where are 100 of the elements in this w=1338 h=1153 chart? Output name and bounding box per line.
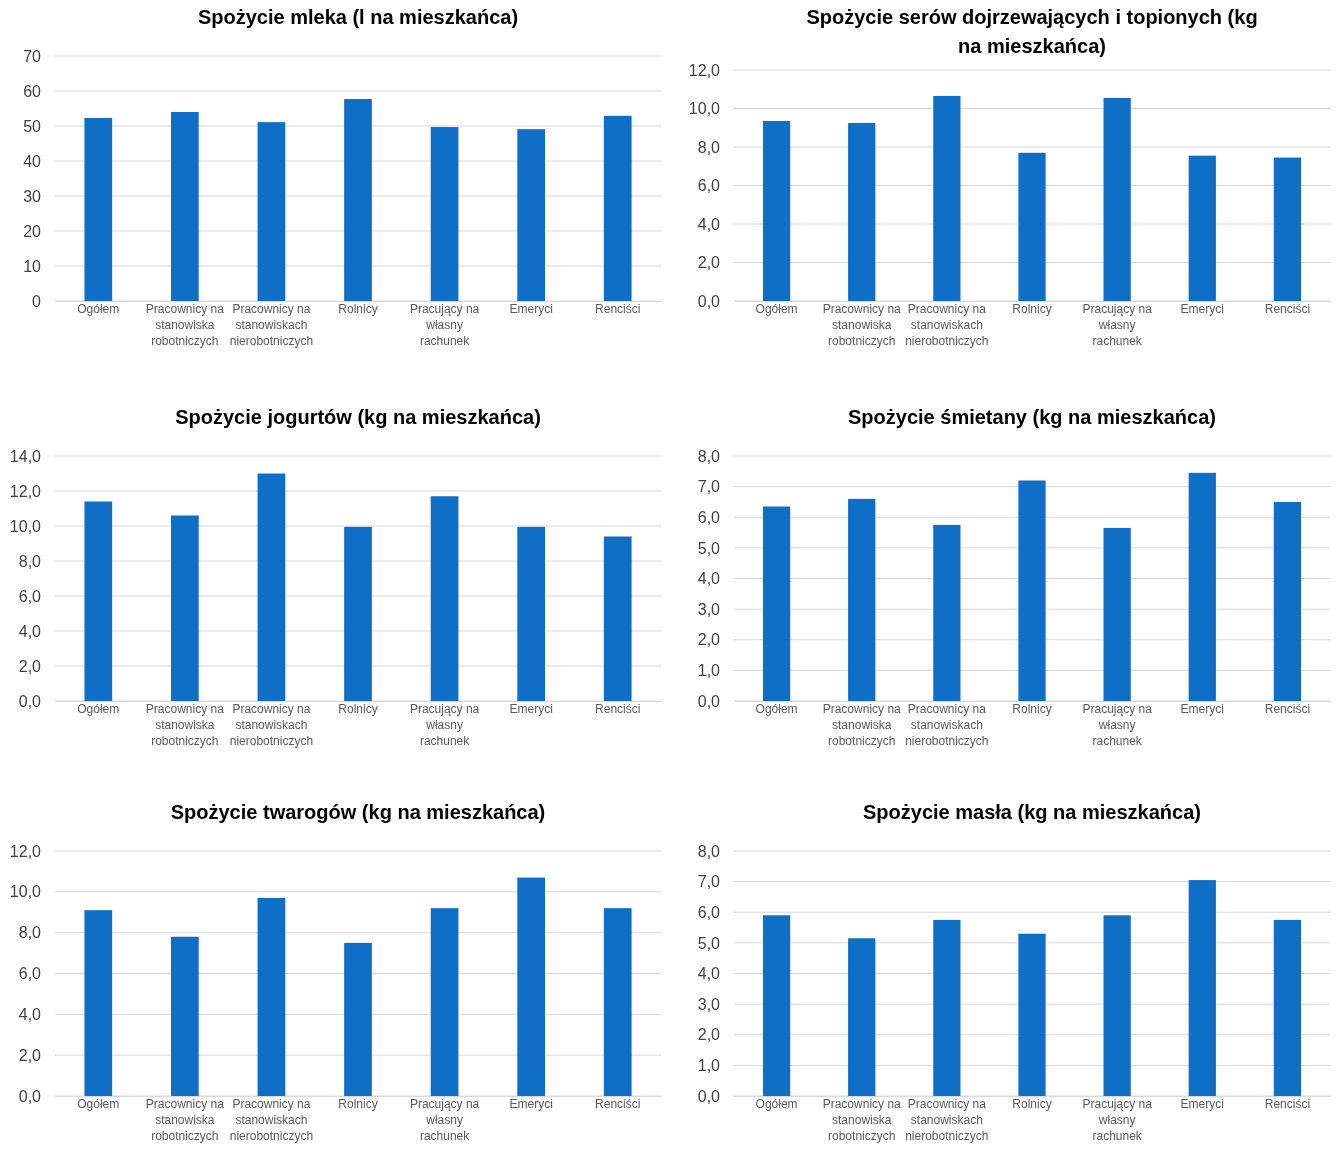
y-tick-label: 4,0 <box>18 622 42 640</box>
x-tick-label: Pracownicy na stanowiskach nierobotniczych <box>905 702 989 748</box>
x-tick-label: Rolnicy <box>1012 702 1052 716</box>
x-tick-label: Emeryci <box>509 302 553 316</box>
bar <box>257 473 286 701</box>
y-tick-label: 5,0 <box>697 539 721 557</box>
chart-title: Spożycie masła (kg na mieszkańca) <box>863 801 1201 823</box>
y-tick-label: 1,0 <box>697 1056 721 1074</box>
bar <box>517 129 545 301</box>
y-tick-label: 6,0 <box>697 508 721 526</box>
y-tick-label: 4,0 <box>697 570 721 588</box>
bar <box>430 908 459 1096</box>
x-tick-label: Renciści <box>595 702 641 716</box>
y-tick-label: 2,0 <box>697 254 721 272</box>
bar <box>933 919 961 1096</box>
y-tick-label: 2,0 <box>697 1026 721 1044</box>
y-tick-label: 6,0 <box>18 965 42 983</box>
bar <box>1018 480 1046 701</box>
x-tick-label: Rolnicy <box>1012 1097 1052 1111</box>
x-tick-label: Emeryci <box>1180 302 1224 316</box>
bar <box>344 99 372 301</box>
y-tick-label: 0,0 <box>697 292 721 310</box>
x-tick-label: Rolnicy <box>338 302 378 316</box>
y-tick-label: 60 <box>23 82 42 100</box>
bar <box>257 122 286 301</box>
x-tick-label: Renciści <box>1264 1097 1311 1111</box>
bar <box>1103 97 1131 301</box>
x-tick-label: Pracownicy na stanowiska robotniczych <box>145 1097 225 1143</box>
y-tick-label: 10,0 <box>9 517 42 535</box>
y-tick-label: 2,0 <box>697 631 721 649</box>
y-tick-label: 0,0 <box>18 1087 42 1105</box>
bar <box>603 908 632 1096</box>
bar <box>430 496 459 701</box>
x-tick-label: Pracownicy na stanowiskach nierobotniczych <box>229 302 314 348</box>
x-tick-label: Rolnicy <box>338 1097 378 1111</box>
y-tick-label: 4,0 <box>697 215 721 233</box>
y-tick-label: 20 <box>23 222 42 240</box>
x-tick-label: Renciści <box>1264 302 1311 316</box>
chart-title: Spożycie śmietany (kg na mieszkańca) <box>848 406 1216 428</box>
bar <box>848 938 876 1096</box>
y-tick-label: 8,0 <box>18 924 42 942</box>
x-tick-label: Emeryci <box>509 702 553 716</box>
x-tick-label: Pracownicy na stanowiska robotniczych <box>822 1097 902 1143</box>
bar <box>762 506 791 701</box>
bar <box>84 910 113 1096</box>
y-tick-label: 8,0 <box>697 138 721 156</box>
y-tick-label: 4,0 <box>18 1005 42 1023</box>
y-tick-label: 30 <box>23 187 42 205</box>
bar <box>344 942 372 1096</box>
bar <box>257 897 286 1096</box>
x-tick-label: Ogółem <box>77 1097 120 1111</box>
y-tick-label: 0,0 <box>18 692 42 710</box>
bar <box>762 121 791 301</box>
bar <box>1103 915 1131 1096</box>
y-tick-label: 10,0 <box>9 883 42 901</box>
y-tick-label: 7,0 <box>697 478 721 496</box>
y-tick-label: 2,0 <box>18 657 42 675</box>
x-tick-label: Emeryci <box>1180 1097 1224 1111</box>
bar <box>1018 933 1046 1096</box>
bar <box>171 515 199 701</box>
bar <box>1103 527 1131 701</box>
x-tick-label: Ogółem <box>755 302 798 316</box>
x-tick-label: Pracownicy na stanowiska robotniczych <box>822 302 902 348</box>
x-tick-label: Pracownicy na stanowiskach nierobotniczych <box>905 302 989 348</box>
x-tick-label: Pracownicy na stanowiska robotniczych <box>145 302 225 348</box>
x-tick-label: Emeryci <box>1180 702 1224 716</box>
x-tick-label: Pracujący na własny rachunek <box>1082 302 1153 348</box>
y-tick-label: 12,0 <box>9 482 42 500</box>
y-tick-label: 0,0 <box>697 692 721 710</box>
bar <box>1188 155 1216 301</box>
bar <box>517 877 545 1096</box>
bar <box>1273 157 1302 301</box>
y-tick-label: 14,0 <box>9 447 42 465</box>
y-tick-label: 12,0 <box>9 842 42 860</box>
x-tick-label: Pracownicy na stanowiska robotniczych <box>822 702 902 748</box>
chart-title: Spożycie jogurtów (kg na mieszkańca) <box>175 406 541 428</box>
y-tick-label: 6,0 <box>697 903 721 921</box>
bar <box>171 936 199 1096</box>
bar <box>603 115 632 301</box>
bar <box>344 526 372 701</box>
y-tick-label: 5,0 <box>697 934 721 952</box>
chart-title: Spożycie mleka (l na mieszkańca) <box>197 6 519 28</box>
bar <box>171 112 199 301</box>
x-tick-label: Pracujący na własny rachunek <box>409 1097 480 1143</box>
bar <box>762 915 791 1096</box>
x-tick-label: Renciści <box>595 302 641 316</box>
x-tick-label: Ogółem <box>77 302 120 316</box>
y-tick-label: 12,0 <box>688 61 721 79</box>
y-tick-label: 3,0 <box>697 600 721 618</box>
x-tick-label: Pracujący na własny rachunek <box>1082 1097 1153 1143</box>
x-tick-label: Ogółem <box>77 702 120 716</box>
chart-title: Spożycie twarogów (kg na mieszkańca) <box>170 801 546 823</box>
x-tick-label: Pracownicy na stanowiskach nierobotniczych <box>229 1097 314 1143</box>
bar <box>1273 919 1302 1096</box>
y-tick-label: 6,0 <box>697 177 721 195</box>
x-tick-label: Ogółem <box>755 702 798 716</box>
y-tick-label: 4,0 <box>697 965 721 983</box>
x-tick-label: Pracujący na własny rachunek <box>409 702 480 748</box>
y-tick-label: 6,0 <box>18 587 42 605</box>
y-tick-label: 0 <box>32 292 42 310</box>
